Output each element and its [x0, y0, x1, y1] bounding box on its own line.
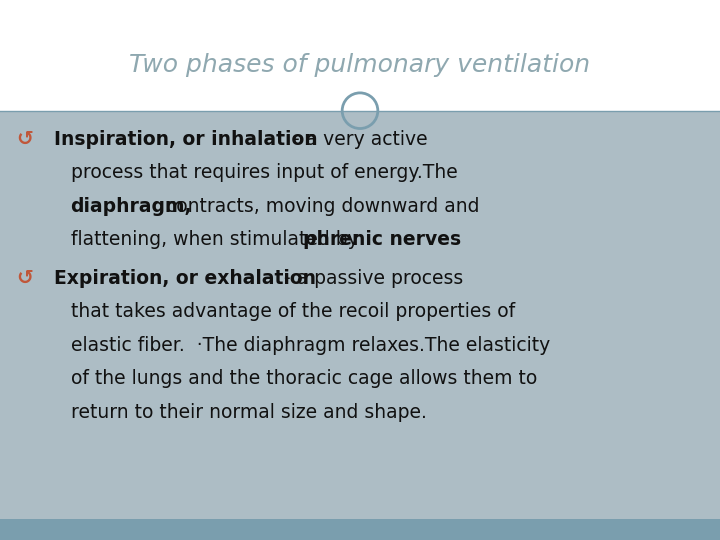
Text: contracts, moving downward and: contracts, moving downward and: [160, 197, 480, 215]
Text: Two phases of pulmonary ventilation: Two phases of pulmonary ventilation: [130, 53, 590, 77]
Text: return to their normal size and shape.: return to their normal size and shape.: [71, 403, 426, 422]
Text: Inspiration, or inhalation: Inspiration, or inhalation: [54, 130, 318, 148]
Text: phrenic nerves: phrenic nerves: [302, 230, 461, 249]
Text: - a very active: - a very active: [287, 130, 427, 148]
Text: flattening, when stimulated by: flattening, when stimulated by: [71, 230, 364, 249]
Text: .: .: [428, 230, 433, 249]
Text: elastic fiber.  ·The diaphragm relaxes.The elasticity: elastic fiber. ·The diaphragm relaxes.Th…: [71, 336, 550, 355]
Text: ↺: ↺: [16, 269, 32, 288]
Text: that takes advantage of the recoil properties of: that takes advantage of the recoil prope…: [71, 302, 515, 321]
Text: Expiration, or exhalation: Expiration, or exhalation: [54, 269, 316, 288]
Bar: [0, 519, 720, 540]
Text: ↺: ↺: [16, 130, 32, 148]
Bar: [0, 111, 720, 540]
Text: - a passive process: - a passive process: [278, 269, 463, 288]
Text: of the lungs and the thoracic cage allows them to: of the lungs and the thoracic cage allow…: [71, 369, 537, 388]
Bar: [0, 0, 720, 111]
Text: diaphragm,: diaphragm,: [71, 197, 192, 215]
Text: process that requires input of energy.The: process that requires input of energy.Th…: [71, 163, 457, 182]
